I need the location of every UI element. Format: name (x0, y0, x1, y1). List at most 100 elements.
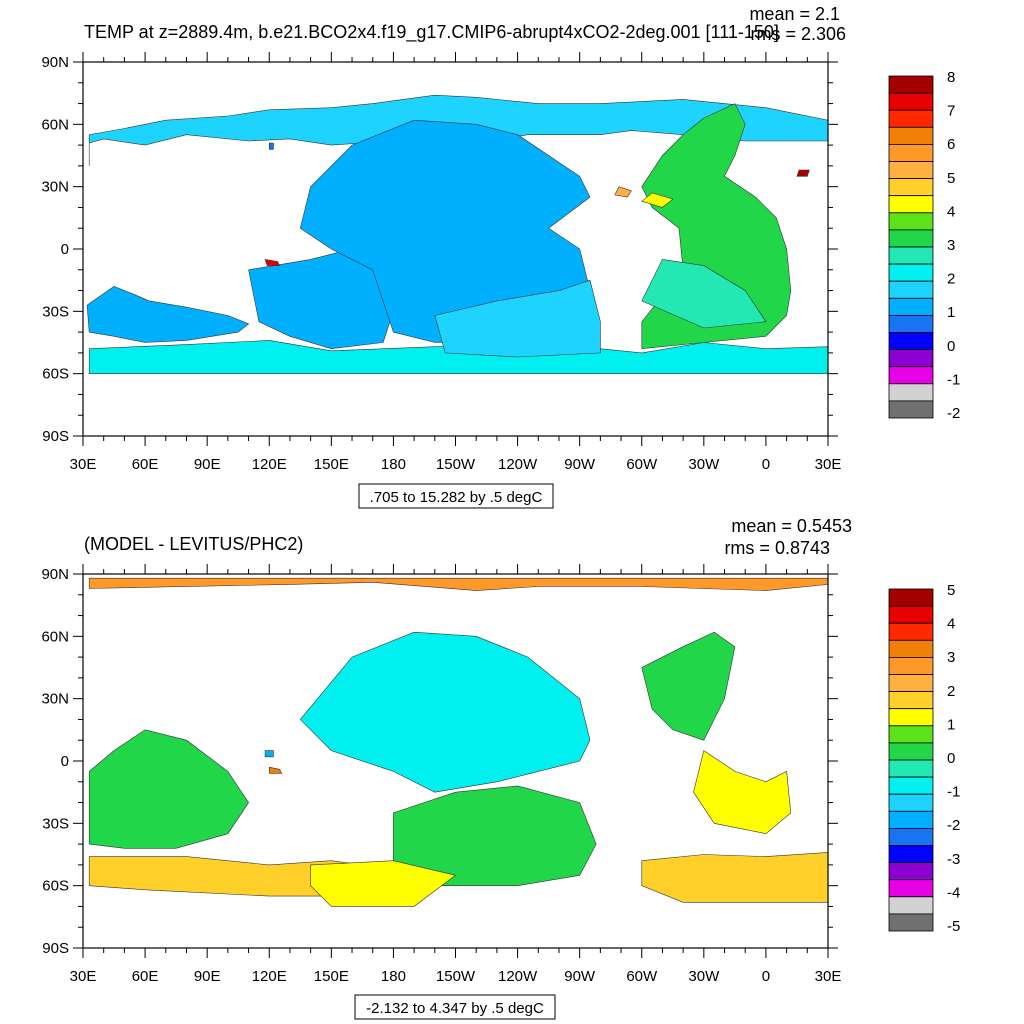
x-tick-label: 30E (70, 968, 97, 985)
temperature-map-panel: TEMP at z=2889.4m, b.e21.BCO2x4.f19_g17.… (41, 4, 960, 509)
x-tick-label: 120W (498, 968, 538, 985)
colorbar-label: 7 (947, 103, 955, 120)
colorbar-swatch (888, 383, 934, 402)
x-tick-label: 60E (132, 456, 159, 473)
colorbar-swatch (888, 178, 934, 197)
colorbar-label: 4 (947, 203, 955, 220)
x-tick-label: 30E (70, 456, 97, 473)
colorbar-label: 0 (947, 750, 955, 767)
map-title: TEMP at z=2889.4m, b.e21.BCO2x4.f19_g17.… (84, 22, 779, 43)
colorbar-swatch (888, 708, 934, 727)
colorbar-label: 5 (947, 170, 955, 187)
colorbar-swatch (888, 143, 934, 162)
colorbar-swatch (888, 161, 934, 180)
colorbar-swatch (888, 879, 934, 898)
colorbar-swatch (888, 657, 934, 675)
colorbar-swatch (888, 725, 934, 744)
contour-info-box (358, 483, 554, 509)
colorbar-label: 4 (947, 616, 955, 633)
rms-stat: rms = 0.8743 (724, 538, 830, 558)
y-tick-label: 30S (42, 303, 69, 320)
contour-info-label: .705 to 15.282 by .5 degC (370, 489, 543, 506)
colorbar-label: 3 (947, 649, 955, 666)
contour-region (434, 279, 601, 358)
x-tick-label: 180 (381, 968, 406, 985)
colorbar-label: -4 (947, 884, 960, 901)
y-tick-label: 90N (41, 566, 69, 583)
contour-fill-regions (86, 94, 829, 375)
colorbar-swatch (888, 810, 934, 829)
contour-region (614, 186, 632, 198)
colorbar-swatch (888, 366, 934, 385)
colorbar-swatch (888, 109, 934, 128)
colorbar-swatch (888, 828, 934, 846)
x-tick-label: 90W (564, 456, 596, 473)
contour-region (299, 631, 591, 793)
colorbar-swatch (888, 674, 934, 693)
colorbar-label: 2 (947, 271, 955, 288)
colorbar-swatch (888, 845, 934, 864)
colorbar-swatch (888, 126, 934, 145)
colorbar-swatch (888, 263, 934, 282)
x-tick-label: 30E (815, 968, 842, 985)
contour-region (796, 169, 810, 177)
colorbar-swatch (888, 332, 934, 351)
difference-map-panel: (MODEL - LEVITUS/PHC2) mean = 0.5453 rms… (41, 516, 960, 1020)
mean-stat: mean = 2.1 (749, 4, 840, 24)
colorbar-swatch (888, 75, 934, 94)
contour-region (299, 119, 591, 343)
contour-region (693, 750, 792, 835)
y-tick-label: 60S (42, 878, 69, 895)
y-tick-label: 30N (41, 179, 69, 196)
colorbar-label: -1 (947, 784, 960, 801)
y-tick-label: 0 (61, 753, 69, 770)
y-tick-label: 90S (42, 428, 69, 445)
y-tick-label: 30N (41, 691, 69, 708)
contour-region (264, 259, 281, 266)
colorbar-swatch (888, 896, 934, 915)
colorbar-swatch (888, 229, 934, 248)
x-tick-label: 150W (436, 968, 476, 985)
colorbar-label: -2 (947, 405, 960, 422)
x-tick-label: 30E (815, 456, 842, 473)
contour-region (641, 192, 674, 208)
colorbar-label: -5 (947, 918, 960, 935)
contour-region (248, 248, 394, 350)
mean-stat: mean = 0.5453 (731, 516, 852, 536)
x-tick-label: 180 (381, 456, 406, 473)
y-tick-label: 90S (42, 940, 69, 957)
x-tick-label: 120W (498, 456, 538, 473)
colorbar-label: -3 (947, 851, 960, 868)
colorbar: 8 7 6 5 4 3 2 1 0 -1 -2 (888, 69, 960, 422)
contour-region (641, 631, 736, 741)
colorbar-label: 6 (947, 136, 955, 153)
contour-fill-regions (88, 577, 829, 907)
colorbar-swatch (888, 400, 934, 419)
contour-info-label: -2.132 to 4.347 by .5 degC (366, 1000, 544, 1017)
colorbar-label: 1 (947, 716, 955, 733)
colorbar-swatch (888, 349, 934, 368)
contour-region (268, 142, 274, 150)
colorbar-swatch (888, 776, 934, 795)
colorbar-swatch (888, 588, 934, 607)
colorbar-swatch (888, 195, 934, 214)
colorbar-swatch (888, 691, 934, 710)
contour-region (264, 750, 274, 758)
colorbar-swatch (888, 314, 934, 333)
colorbar-label: 1 (947, 304, 955, 321)
colorbar-swatch (888, 622, 934, 641)
x-tick-label: 60W (626, 968, 658, 985)
x-tick-label: 60E (132, 968, 159, 985)
x-tick-label: 150W (436, 456, 476, 473)
colorbar-label: -1 (947, 371, 960, 388)
contour-region (86, 286, 250, 343)
x-tick-label: 0 (762, 456, 770, 473)
x-tick-label: 120E (252, 968, 287, 985)
y-tick-label: 60N (41, 628, 69, 645)
contour-region (268, 766, 283, 774)
colorbar-swatch (888, 280, 934, 299)
colorbar-swatch (888, 212, 934, 231)
x-tick-label: 150E (314, 456, 349, 473)
contour-info-box (354, 994, 556, 1020)
colorbar-swatch (888, 759, 934, 778)
